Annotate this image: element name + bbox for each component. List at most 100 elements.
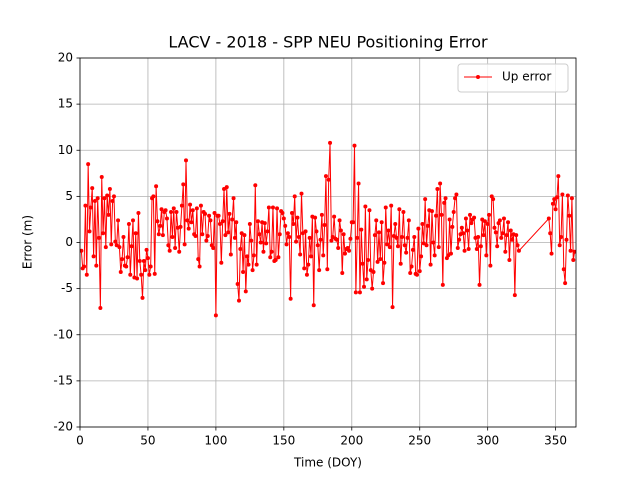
data-point [164, 216, 169, 221]
data-point [390, 305, 395, 310]
data-point [197, 264, 202, 269]
data-point [117, 245, 122, 250]
data-point [220, 219, 225, 224]
data-point [118, 270, 123, 275]
data-point [143, 268, 148, 273]
data-point [465, 228, 470, 233]
data-point [549, 251, 554, 256]
data-point [420, 222, 425, 227]
data-point [435, 186, 440, 191]
data-point [125, 255, 130, 260]
data-point [251, 253, 256, 258]
data-point [283, 223, 288, 228]
data-point [459, 225, 464, 230]
data-point [203, 211, 208, 216]
data-point [503, 249, 508, 254]
data-point [508, 228, 513, 233]
data-point [154, 184, 159, 189]
data-point [190, 208, 195, 213]
data-point [287, 234, 292, 239]
data-point [179, 203, 184, 208]
data-point [264, 241, 269, 246]
data-point [568, 248, 573, 253]
data-point [340, 270, 345, 275]
data-point [265, 229, 270, 234]
data-point [419, 254, 424, 259]
data-point [256, 219, 261, 224]
data-point [90, 186, 95, 191]
data-point [367, 208, 372, 213]
data-point [245, 254, 250, 259]
data-point [211, 246, 216, 251]
y-tick-label: -20 [53, 420, 73, 434]
y-tick-label: 0 [65, 235, 73, 249]
data-point [409, 264, 414, 269]
data-point [302, 266, 307, 271]
data-point [228, 252, 233, 257]
data-point [487, 212, 492, 217]
data-point [303, 229, 308, 234]
data-point [88, 205, 93, 210]
data-point [362, 284, 367, 289]
data-point [432, 253, 437, 258]
data-point [243, 289, 248, 294]
data-point [424, 243, 429, 248]
data-point [493, 230, 498, 235]
data-point [553, 207, 558, 212]
data-point [261, 249, 266, 254]
data-point [512, 293, 517, 298]
data-point [185, 218, 190, 223]
data-point [408, 270, 413, 275]
data-point [277, 232, 282, 237]
data-point [501, 216, 506, 221]
data-point [159, 207, 164, 212]
data-point [140, 295, 145, 300]
data-point [182, 242, 187, 247]
data-point [280, 210, 285, 215]
data-point [99, 175, 104, 180]
data-point [381, 281, 386, 286]
data-point [137, 258, 142, 263]
data-point [469, 221, 474, 226]
data-point [314, 229, 319, 234]
data-point [128, 272, 133, 277]
data-point [439, 212, 444, 217]
data-point [440, 282, 445, 287]
data-point [82, 264, 87, 269]
data-point [193, 234, 198, 239]
x-tick-label: 200 [340, 434, 363, 448]
y-tick-label: -10 [53, 327, 73, 341]
data-point [507, 258, 512, 263]
data-point [515, 243, 520, 248]
data-point [130, 218, 135, 223]
data-point [389, 203, 394, 208]
data-point [400, 234, 405, 239]
data-point [351, 220, 356, 225]
data-point [194, 206, 199, 211]
data-point [463, 216, 468, 221]
data-point [434, 213, 439, 218]
data-point [107, 186, 112, 191]
data-point [353, 290, 358, 295]
data-point [83, 203, 88, 208]
data-point [402, 243, 407, 248]
data-point [95, 196, 100, 201]
data-point [401, 210, 406, 215]
data-point [247, 222, 252, 227]
y-tick-label: 5 [65, 189, 73, 203]
data-point [356, 181, 361, 186]
data-point [429, 209, 434, 214]
data-point [294, 239, 299, 244]
data-point [322, 222, 327, 227]
data-point [219, 260, 224, 265]
data-point [178, 224, 183, 229]
data-point [438, 181, 443, 186]
y-tick-label: 10 [58, 143, 73, 157]
data-point [212, 210, 217, 215]
data-point [319, 212, 324, 217]
data-point [250, 268, 255, 273]
x-tick-label: 50 [140, 434, 155, 448]
y-tick-label: 15 [58, 97, 73, 111]
data-point [347, 248, 352, 253]
data-point [412, 234, 417, 239]
